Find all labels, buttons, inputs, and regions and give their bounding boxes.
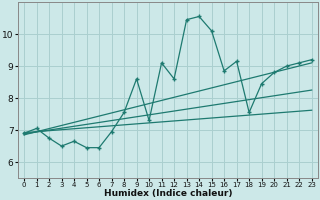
X-axis label: Humidex (Indice chaleur): Humidex (Indice chaleur) (104, 189, 232, 198)
